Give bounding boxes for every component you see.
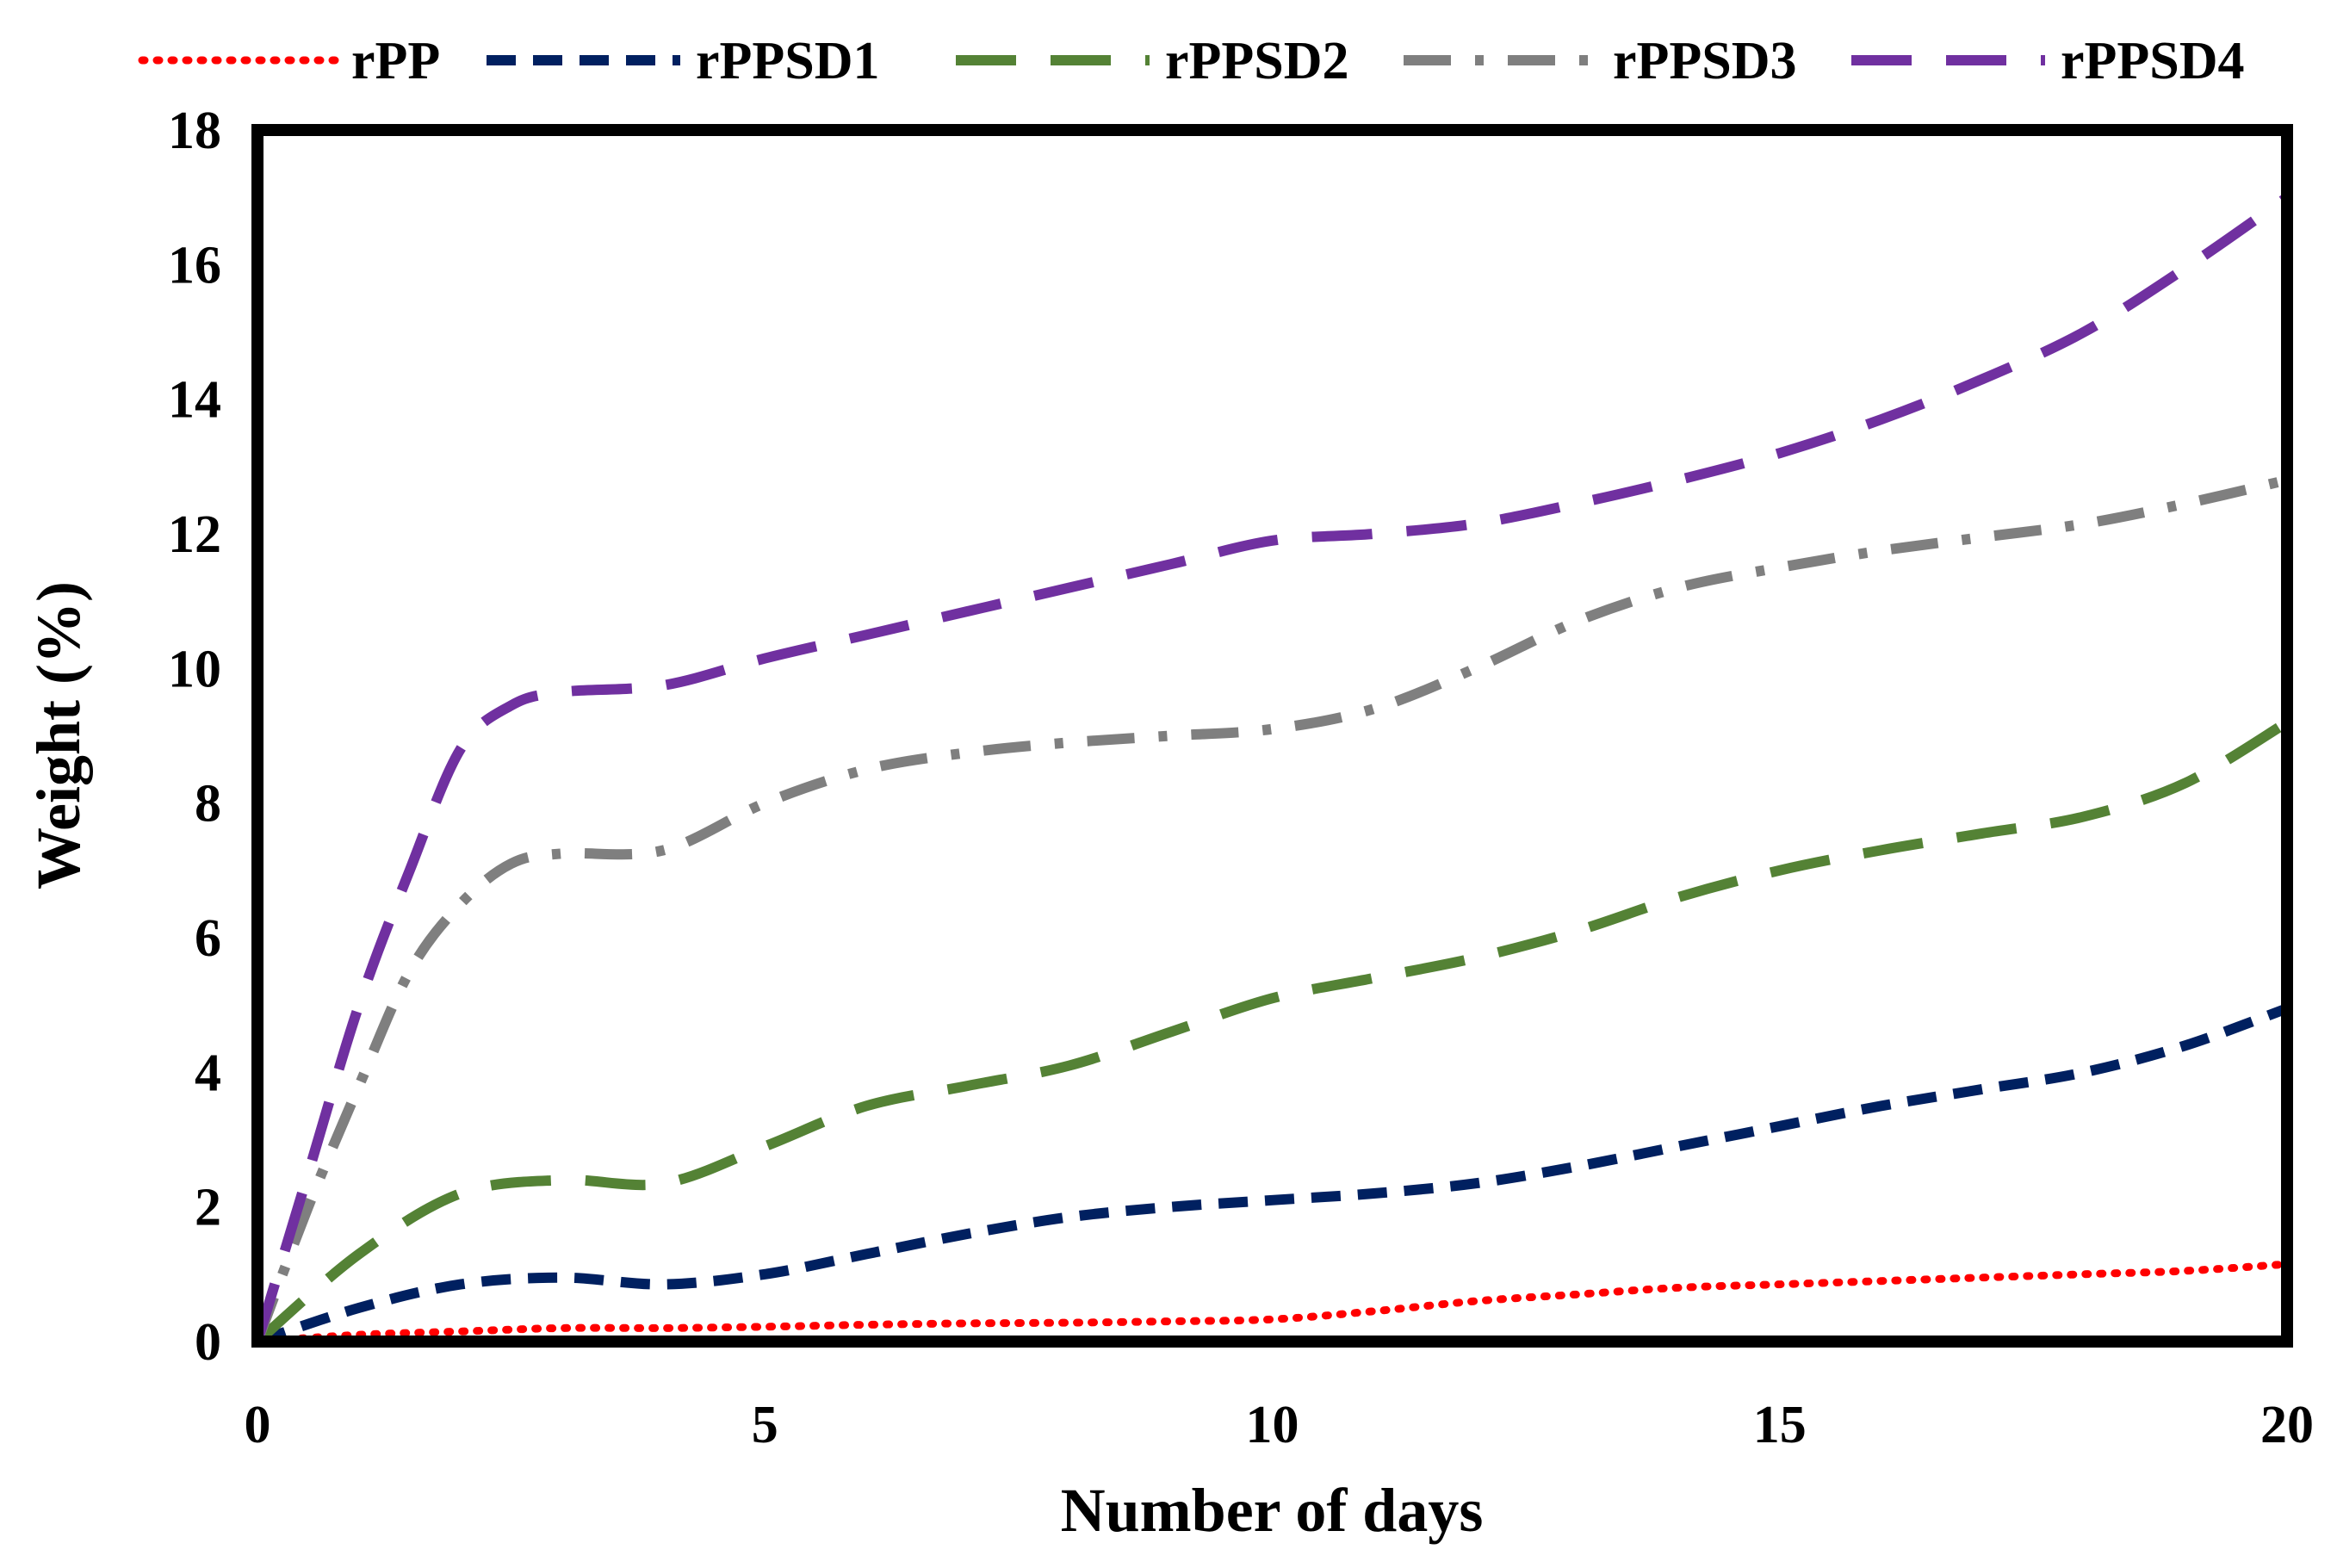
x-tick-label: 10 — [1246, 1396, 1299, 1454]
series-line-rppsd1 — [256, 1003, 2290, 1347]
y-tick-label: 0 — [195, 1313, 221, 1372]
series-line-rppsd4 — [252, 193, 2291, 1343]
y-tick-label: 14 — [168, 371, 221, 430]
y-axis-ticks: 0 2 4 6 8 10 12 14 16 18 — [168, 102, 221, 1372]
series-line-rppsd2 — [254, 717, 2291, 1346]
plot-area-frame — [251, 124, 2293, 1348]
x-tick-label: 5 — [752, 1396, 778, 1454]
legend-label: rPP — [351, 32, 440, 90]
y-tick-label: 12 — [168, 505, 221, 564]
y-tick-label: 8 — [195, 775, 221, 834]
legend-item-rppsd4: rPPSD4 — [1851, 32, 2245, 90]
x-axis-ticks: 0 5 10 15 20 — [245, 1396, 2315, 1454]
y-tick-label: 2 — [195, 1179, 221, 1237]
legend: rPP rPPSD1 rPPSD2 rPPSD3 rPPSD4 — [138, 32, 2245, 90]
x-tick-label: 15 — [1753, 1396, 1807, 1454]
x-tick-label: 0 — [245, 1396, 271, 1454]
series-layer — [252, 193, 2291, 1347]
y-tick-label: 16 — [168, 236, 221, 294]
legend-item-rppsd1: rPPSD1 — [487, 32, 880, 90]
x-axis-title: Number of days — [1061, 1476, 1484, 1545]
y-tick-label: 4 — [195, 1044, 221, 1102]
y-tick-label: 10 — [168, 640, 221, 698]
legend-item-rppsd2: rPPSD2 — [956, 32, 1349, 90]
y-axis-title: Weight (%) — [24, 581, 93, 889]
legend-label: rPPSD2 — [1165, 32, 1349, 90]
x-tick-label: 20 — [2260, 1396, 2314, 1454]
y-tick-label: 18 — [168, 102, 221, 160]
series-line-rppsd3 — [252, 474, 2289, 1344]
series-line-rpp — [253, 1260, 2291, 1346]
legend-item-rpp: rPP — [138, 32, 440, 90]
legend-label: rPPSD3 — [1613, 32, 1797, 90]
y-tick-label: 6 — [195, 909, 221, 968]
legend-label: rPPSD1 — [696, 32, 880, 90]
legend-item-rppsd3: rPPSD3 — [1404, 32, 1797, 90]
legend-label: rPPSD4 — [2061, 32, 2245, 90]
